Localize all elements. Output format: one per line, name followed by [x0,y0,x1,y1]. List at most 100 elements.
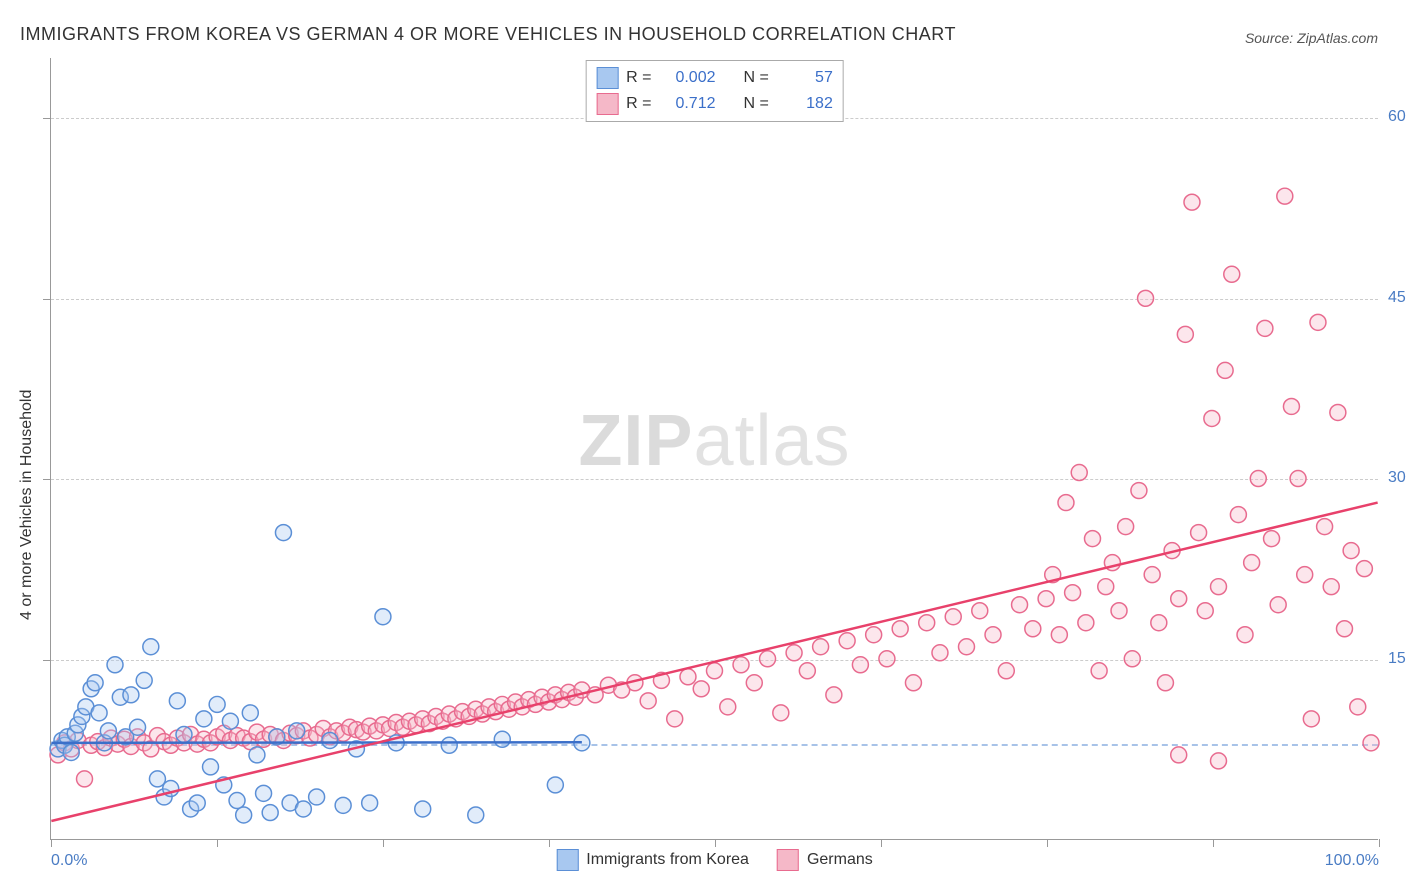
y-tick-label: 45.0% [1388,289,1406,307]
legend-swatch-german-bottom [777,849,799,871]
scatter-point [1211,579,1227,595]
source-label: Source: ZipAtlas.com [1245,30,1378,46]
scatter-point [1078,615,1094,631]
scatter-point [733,657,749,673]
y-tick-label: 15.0% [1388,650,1406,668]
scatter-point [985,627,1001,643]
scatter-point [275,525,291,541]
legend-n-label: N = [744,95,769,113]
legend-item-korea: Immigrants from Korea [556,849,749,871]
legend-r-value-0: 0.002 [660,69,716,87]
scatter-point [852,657,868,673]
x-tick-label: 0.0% [51,852,87,870]
scatter-point [998,663,1014,679]
legend-item-german: Germans [777,849,873,871]
scatter-point [236,807,252,823]
scatter-point [441,737,457,753]
scatter-point [1138,290,1154,306]
x-tick [881,839,882,847]
legend-stats-box: R = 0.002 N = 57 R = 0.712 N = 182 [585,60,844,122]
scatter-point [229,793,245,809]
scatter-point [1330,404,1346,420]
x-tick [1213,839,1214,847]
scatter-point [879,651,895,667]
scatter-point [1317,519,1333,535]
y-axis-label: 4 or more Vehicles in Household [18,390,36,620]
scatter-point [1157,675,1173,691]
scatter-point [289,723,305,739]
scatter-point [1171,747,1187,763]
scatter-point [209,696,225,712]
scatter-point [295,801,311,817]
legend-r-label: R = [626,69,651,87]
scatter-point [919,615,935,631]
scatter-point [87,675,103,691]
scatter-point [746,675,762,691]
scatter-point [169,693,185,709]
legend-label-german: Germans [807,851,873,869]
scatter-point [107,657,123,673]
scatter-point [130,719,146,735]
scatter-point [905,675,921,691]
scatter-point [1177,326,1193,342]
y-tick [43,479,51,480]
scatter-point [77,771,93,787]
scatter-point [1363,735,1379,751]
scatter-point [1277,188,1293,204]
scatter-point [1151,615,1167,631]
scatter-point [203,759,219,775]
scatter-point [547,777,563,793]
legend-n-value-1: 182 [777,95,833,113]
scatter-point [1204,410,1220,426]
scatter-point [786,645,802,661]
legend-n-value-0: 57 [777,69,833,87]
legend-swatch-german [596,93,618,115]
x-tick [715,839,716,847]
scatter-point [1191,525,1207,541]
scatter-point [1283,398,1299,414]
scatter-point [945,609,961,625]
scatter-point [1217,362,1233,378]
scatter-point [494,731,510,747]
trend-line [51,503,1377,821]
scatter-point [959,639,975,655]
scatter-point [720,699,736,715]
scatter-point [249,747,265,763]
legend-stats-row-1: R = 0.712 N = 182 [596,91,833,117]
x-tick [51,839,52,847]
scatter-point [1337,621,1353,637]
y-tick [43,660,51,661]
scatter-point [1303,711,1319,727]
scatter-point [1118,519,1134,535]
chart-title: IMMIGRANTS FROM KOREA VS GERMAN 4 OR MOR… [20,24,956,45]
scatter-point [1224,266,1240,282]
scatter-point [839,633,855,649]
scatter-point [143,639,159,655]
legend-n-label: N = [744,69,769,87]
scatter-point [322,732,338,748]
scatter-point [1038,591,1054,607]
scatter-point [1350,699,1366,715]
scatter-point [1244,555,1260,571]
scatter-point [415,801,431,817]
scatter-point [773,705,789,721]
scatter-point [1124,651,1140,667]
scatter-point [123,687,139,703]
scatter-point [1270,597,1286,613]
scatter-point [892,621,908,637]
x-tick [217,839,218,847]
scatter-point [1058,495,1074,511]
y-tick [43,118,51,119]
scatter-point [1171,591,1187,607]
legend-swatch-korea-bottom [556,849,578,871]
scatter-point [799,663,815,679]
scatter-point [335,797,351,813]
scatter-point [1310,314,1326,330]
scatter-point [1237,627,1253,643]
x-tick [549,839,550,847]
scatter-point [1290,471,1306,487]
scatter-point [242,705,258,721]
y-tick-label: 60.0% [1388,108,1406,126]
chart-plot-area: ZIPatlas R = 0.002 N = 57 R = 0.712 N = … [50,58,1378,840]
scatter-point [707,663,723,679]
